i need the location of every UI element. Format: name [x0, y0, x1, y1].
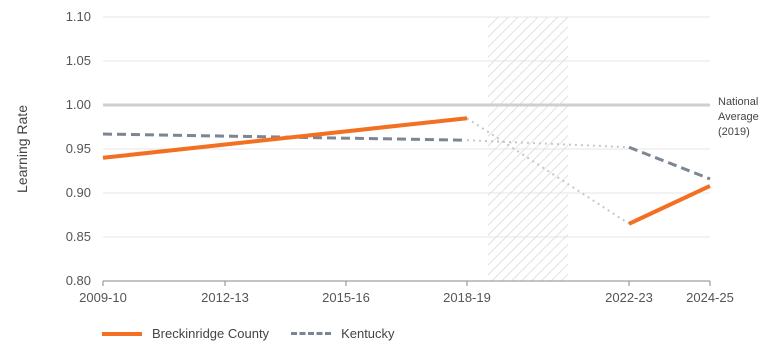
- series-lines: [102, 116, 711, 226]
- series-line-segment: [102, 116, 468, 160]
- legend-item-kentucky: Kentucky: [291, 326, 395, 341]
- x-tick-label: 2012-13: [201, 290, 249, 305]
- y-tick-label: 1.05: [66, 53, 91, 68]
- shaded-period: [488, 17, 568, 281]
- legend-item-breckinridge: Breckinridge County: [102, 326, 269, 341]
- series-bridge-line: [466, 117, 630, 225]
- y-tick-label: 0.85: [66, 229, 91, 244]
- y-axis-ticks: 0.80 0.85 0.90 0.95 1.00 1.05 1.10: [66, 9, 91, 288]
- x-tick-label: 2018-19: [443, 290, 491, 305]
- x-tick-label: 2009-10: [79, 290, 127, 305]
- y-tick-label: 0.80: [66, 273, 91, 288]
- y-tick-label: 1.10: [66, 9, 91, 24]
- legend-swatch-dashed: [291, 332, 332, 335]
- legend: Breckinridge County Kentucky: [102, 326, 417, 341]
- legend-label-breckinridge: Breckinridge County: [152, 326, 270, 341]
- x-tick-label: 2022-23: [605, 290, 653, 305]
- x-tick-label: 2024-25: [686, 290, 734, 305]
- x-tick-label: 2015-16: [322, 290, 370, 305]
- x-axis-ticks: 2009-10 2012-13 2015-16 2018-19 2022-23 2024-…: [79, 281, 734, 305]
- y-tick-label: 1.00: [66, 97, 91, 112]
- reference-label-line: Average: [718, 111, 759, 123]
- y-tick-label: 0.95: [66, 141, 91, 156]
- series-line-segment: [628, 145, 711, 181]
- y-tick-label: 0.90: [66, 185, 91, 200]
- legend-swatch-solid: [102, 331, 142, 336]
- legend-label-kentucky: Kentucky: [341, 326, 395, 341]
- reference-label-line: National: [718, 96, 758, 108]
- y-axis-label: Learning Rate: [14, 105, 30, 193]
- reference-label-line: (2019): [718, 126, 750, 138]
- reference-line-label: National Average (2019): [718, 96, 759, 138]
- series-line-segment: [628, 184, 711, 226]
